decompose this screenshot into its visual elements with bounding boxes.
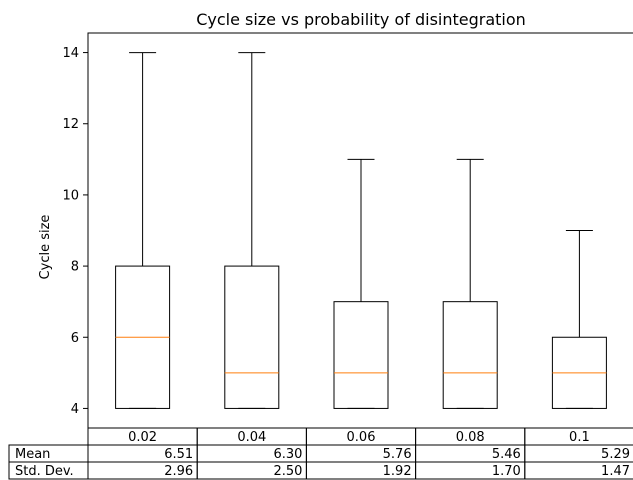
table-row-label: Mean bbox=[15, 447, 50, 462]
table-cell-value: 2.96 bbox=[164, 464, 193, 479]
table-cell bbox=[524, 461, 633, 480]
table-cell-value: 6.30 bbox=[273, 447, 302, 462]
y-tick-label: 6 bbox=[71, 331, 79, 346]
iqr-box bbox=[224, 265, 280, 409]
iqr-box bbox=[333, 301, 389, 409]
y-axis-ticks: 4 6 8 10 12 14 bbox=[62, 46, 88, 417]
y-tick-label: 12 bbox=[62, 117, 79, 132]
iqr-box bbox=[442, 301, 498, 409]
y-tick-label: 10 bbox=[62, 188, 79, 203]
table-cell-value: 6.51 bbox=[164, 447, 193, 462]
table-cell-value: 5.76 bbox=[383, 447, 412, 462]
table-cell-value: 1.47 bbox=[601, 464, 630, 479]
stats-table: 0.02 0.04 0.06 0.08 0.1 Mean 6.51 6.30 5.76 5.46 5… bbox=[8, 427, 633, 480]
table-column-label: 0.06 bbox=[347, 430, 376, 445]
table-column-label: 0.1 bbox=[569, 430, 590, 445]
box-0.08 bbox=[442, 158, 498, 409]
table-cell-value: 5.29 bbox=[601, 447, 630, 462]
y-tick-label: 4 bbox=[71, 402, 79, 417]
box-0.02 bbox=[115, 52, 171, 409]
box-0.06 bbox=[333, 158, 389, 409]
y-tick-label: 14 bbox=[62, 46, 79, 61]
boxes-group bbox=[115, 52, 607, 409]
table-cell-value: 5.46 bbox=[492, 447, 521, 462]
table-column-label: 0.08 bbox=[456, 430, 485, 445]
chart-title: Cycle size vs probability of disintegrat… bbox=[196, 10, 526, 29]
table-column-label: 0.04 bbox=[237, 430, 266, 445]
table-column-label: 0.02 bbox=[128, 430, 157, 445]
table-cell-value: 2.50 bbox=[273, 464, 302, 479]
box-0.04 bbox=[224, 52, 280, 409]
table-cell-value: 1.70 bbox=[492, 464, 521, 479]
box-0.1 bbox=[551, 230, 607, 409]
table-row-label: Std. Dev. bbox=[15, 464, 74, 479]
y-axis-label: Cycle size bbox=[38, 215, 53, 280]
y-tick-label: 8 bbox=[71, 260, 79, 275]
table-cell-value: 1.92 bbox=[383, 464, 412, 479]
